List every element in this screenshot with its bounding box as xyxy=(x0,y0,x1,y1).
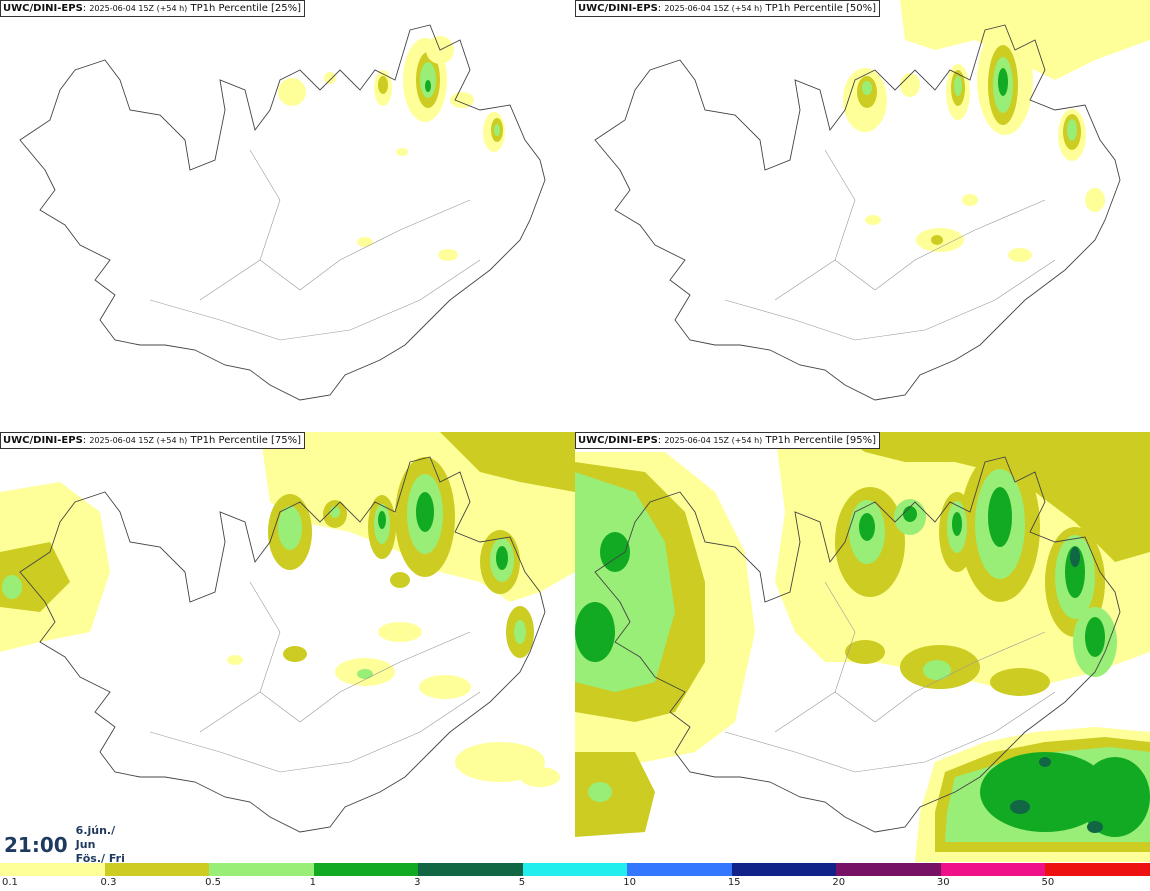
valid-time-date: 6.jún./ Jun Fös./ Fri xyxy=(76,824,130,866)
model-name: UWC/DINI-EPS xyxy=(3,3,83,14)
field-name: TP1h Percentile [50%] xyxy=(765,3,877,14)
model-name: UWC/DINI-EPS xyxy=(3,435,83,446)
color-scale-swatch xyxy=(104,863,210,876)
precip-map-p75 xyxy=(0,432,575,833)
color-scale-swatch xyxy=(731,863,837,876)
color-scale-tick-label: 30 xyxy=(936,877,950,888)
iceland-outline xyxy=(19,456,546,833)
color-scale-swatch xyxy=(418,863,523,876)
map-panel-p95: UWC/DINI-EPS: 2025-06-04 15Z (+54 h) TP1… xyxy=(575,432,1150,862)
color-scale: 0.1 0.3 0.5 1 3 5 10 15 20 30 50 xyxy=(0,863,1150,891)
precip-map-p50 xyxy=(594,0,1150,401)
color-scale-tick-label: 10 xyxy=(623,877,636,888)
field-name: TP1h Percentile [75%] xyxy=(190,435,302,446)
model-name: UWC/DINI-EPS xyxy=(578,435,658,446)
map-panel-p50: UWC/DINI-EPS: 2025-06-04 15Z (+54 h) TP1… xyxy=(575,0,1150,430)
run-info: 2025-06-04 15Z (+54 h) xyxy=(664,436,763,445)
color-scale-tick-label: 0.5 xyxy=(205,877,221,888)
date-line-2: Fös./ Fri xyxy=(75,852,125,865)
precip-fill xyxy=(575,432,1150,862)
precip-map-p25 xyxy=(19,24,546,401)
precip-fill xyxy=(278,36,505,261)
panel-title: UWC/DINI-EPS: 2025-06-04 15Z (+54 h) TP1… xyxy=(0,0,306,17)
run-info: 2025-06-04 15Z (+54 h) xyxy=(89,436,188,445)
date-line-1: 6.jún./ Jun xyxy=(75,824,116,851)
color-scale-tick-label: 20 xyxy=(832,877,846,888)
color-scale-tick-label: 0.1 xyxy=(2,877,18,888)
panel-title: UWC/DINI-EPS: 2025-06-04 15Z (+54 h) TP1… xyxy=(0,432,306,449)
color-scale-bar xyxy=(0,863,1150,876)
color-scale-swatch xyxy=(313,863,419,876)
color-scale-tick-label: 5 xyxy=(518,877,526,888)
map-panel-p25: UWC/DINI-EPS: 2025-06-04 15Z (+54 h) TP1… xyxy=(0,0,575,430)
precip-map-p95 xyxy=(575,432,1150,862)
map-panel-p75: UWC/DINI-EPS: 2025-06-04 15Z (+54 h) TP1… xyxy=(0,432,575,862)
model-name: UWC/DINI-EPS xyxy=(578,3,658,14)
iceland-outline xyxy=(19,24,546,401)
color-scale-tick-label: 1 xyxy=(309,877,316,888)
color-scale-swatch xyxy=(940,863,1046,876)
color-scale-swatch xyxy=(1045,863,1150,876)
panel-title: UWC/DINI-EPS: 2025-06-04 15Z (+54 h) TP1… xyxy=(575,432,881,449)
color-scale-tick-label: 15 xyxy=(727,877,741,888)
color-scale-labels: 0.1 0.3 0.5 1 3 5 10 15 20 30 50 xyxy=(0,876,1150,891)
color-scale-tick-label: 50 xyxy=(1041,877,1055,888)
valid-time-clock: 21:00 xyxy=(4,833,68,857)
field-name: TP1h Percentile [25%] xyxy=(190,3,302,14)
color-scale-swatch xyxy=(209,863,314,876)
iceland-outline xyxy=(594,456,1121,833)
color-scale-swatch xyxy=(522,863,628,876)
iceland-outline xyxy=(594,24,1121,401)
color-scale-swatch xyxy=(836,863,941,876)
valid-time: 21:00 6.jún./ Jun Fös./ Fri xyxy=(0,824,130,865)
precip-fill xyxy=(0,432,575,787)
color-scale-swatch xyxy=(0,863,105,876)
run-info: 2025-06-04 15Z (+54 h) xyxy=(89,4,188,13)
field-name: TP1h Percentile [95%] xyxy=(765,435,877,446)
color-scale-swatch xyxy=(627,863,732,876)
color-scale-tick-label: 0.3 xyxy=(100,877,117,888)
panel-title: UWC/DINI-EPS: 2025-06-04 15Z (+54 h) TP1… xyxy=(575,0,881,17)
color-scale-tick-label: 3 xyxy=(414,877,421,888)
run-info: 2025-06-04 15Z (+54 h) xyxy=(664,4,763,13)
